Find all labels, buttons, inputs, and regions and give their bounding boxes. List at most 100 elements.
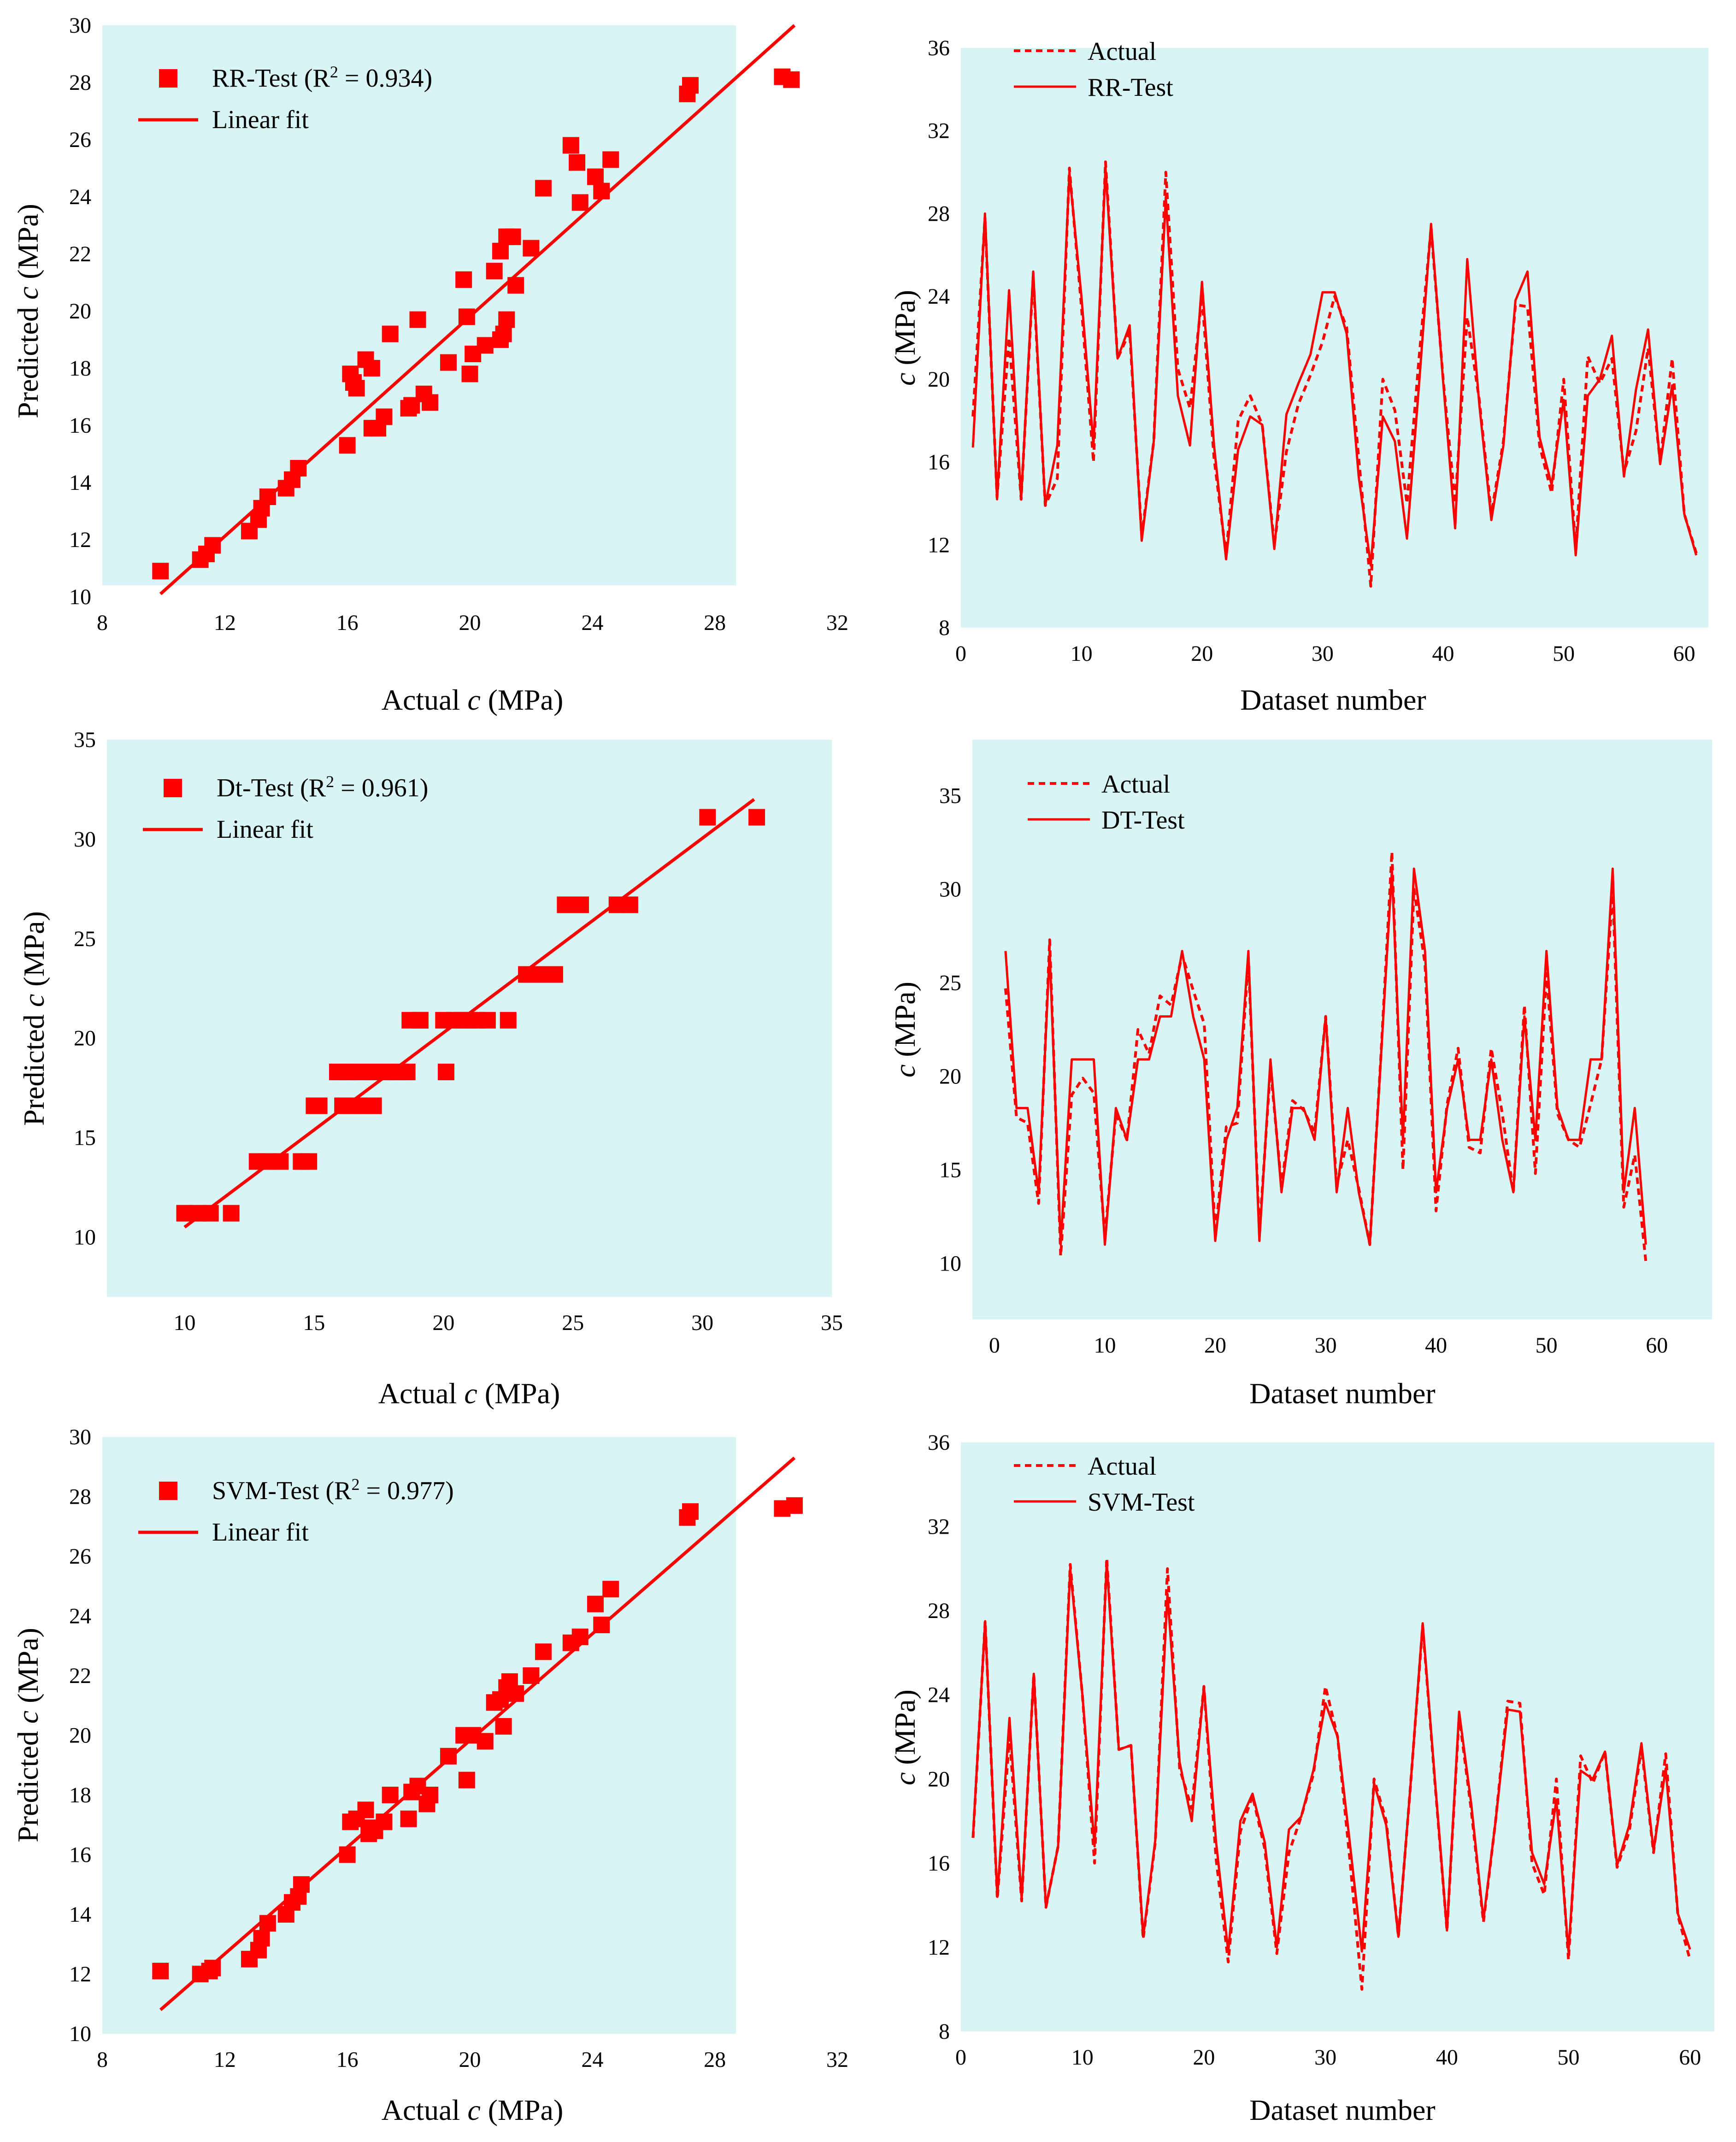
svm-line-xtick-label: 0 (955, 2045, 966, 2070)
rr-scatter-point (587, 168, 604, 185)
dt-scatter-xtick-label: 30 (691, 1311, 713, 1335)
dt-scatter-y-axis-title: Predicted c (MPa) (18, 911, 50, 1126)
rr-scatter-xtick-label: 8 (97, 611, 108, 635)
svm-scatter-xtick-label: 24 (581, 2048, 603, 2072)
svm-scatter-chart: 8 12 16 20 24 28 32 10 12 14 16 18 20 22 24 26 28 30 Actua… (12, 1425, 848, 2126)
rr-line-plot-area (961, 48, 1708, 628)
svm-line-ytick-label: 32 (928, 1515, 950, 1539)
rr-scatter-chart: 8 12 16 20 24 28 32 10 12 14 16 18 20 22 24 26 28 30 Actua… (12, 13, 848, 716)
rr-line-xtick-label: 60 (1673, 641, 1695, 666)
dt-line-legend-label: Actual (1101, 770, 1170, 799)
dt-line-x-axis-title: Dataset number (1249, 1377, 1435, 1410)
rr-scatter-point (602, 151, 619, 168)
svm-line-series-svm-test (971, 1561, 1691, 1953)
rr-scatter-ytick-label: 10 (69, 585, 91, 609)
rr-line-xtick-label: 10 (1071, 641, 1093, 666)
svm-line-chart: 0 10 20 30 40 50 60 8 12 16 20 24 28 32 36 Dataset numb… (889, 1430, 1714, 2126)
rr-line-legend-label: RR-Test (1088, 73, 1173, 102)
svm-scatter-point (495, 1718, 512, 1735)
svm-scatter-point (152, 1963, 169, 1980)
dt-line-chart: 0 10 20 30 40 50 60 10 15 20 25 30 35 Dataset number c… (889, 740, 1712, 1410)
svm-scatter-point (571, 1628, 588, 1645)
svm-line-xtick-label: 30 (1314, 2045, 1336, 2070)
rr-scatter-point (495, 325, 512, 342)
rr-scatter-ytick-label: 28 (69, 71, 91, 95)
rr-scatter-ytick-label: 18 (69, 356, 91, 381)
svm-scatter-point (259, 1915, 276, 1932)
dt-scatter-point (748, 809, 765, 826)
dt-scatter-ytick-label: 15 (74, 1126, 96, 1150)
svm-scatter-plot-area (102, 1437, 736, 2034)
rr-scatter-ytick-label: 20 (69, 299, 91, 324)
rr-scatter-point (783, 71, 800, 88)
dt-scatter-point (437, 1064, 454, 1081)
rr-scatter-ytick-label: 26 (69, 128, 91, 152)
svm-scatter-point (293, 1876, 310, 1893)
rr-scatter-ytick-label: 14 (69, 471, 91, 495)
svm-scatter-ytick-label: 22 (69, 1664, 91, 1688)
svm-scatter-point (477, 1733, 494, 1750)
rr-scatter-point (348, 380, 365, 397)
rr-line-legend-label: Actual (1088, 37, 1156, 66)
dt-scatter-point (531, 966, 548, 983)
rr-scatter-xtick-label: 20 (459, 611, 481, 635)
dt-scatter-point (412, 1012, 429, 1029)
svm-scatter-point (602, 1581, 619, 1598)
svm-scatter-ytick-label: 26 (69, 1544, 91, 1569)
svm-line-ytick-label: 12 (928, 1935, 950, 1960)
rr-scatter-point (455, 271, 472, 288)
svm-scatter-y-axis-title: Predicted c (MPa) (12, 1628, 44, 1842)
rr-scatter-x-axis-title: Actual c (MPa) (382, 683, 564, 716)
svm-line-ytick-label: 16 (928, 1851, 950, 1876)
dt-scatter-xtick-label: 25 (562, 1311, 584, 1335)
svm-scatter-xtick-label: 12 (214, 2048, 236, 2072)
rr-scatter-point (376, 408, 393, 425)
rr-scatter-point (477, 337, 494, 354)
dt-scatter-point (349, 1064, 366, 1081)
rr-scatter-ytick-label: 12 (69, 528, 91, 552)
rr-scatter-point (498, 311, 515, 328)
svm-line-y-axis-title: c (MPa) (889, 1689, 921, 1785)
dt-line-ytick-label: 35 (939, 784, 961, 808)
rr-scatter-xtick-label: 24 (581, 611, 603, 635)
rr-line-xtick-label: 0 (955, 641, 966, 666)
rr-scatter-point (562, 137, 579, 154)
svm-scatter-legend-marker (159, 1482, 177, 1500)
dt-scatter-point (365, 1097, 382, 1114)
rr-scatter-point (204, 537, 221, 554)
dt-scatter-point (546, 966, 563, 983)
dt-scatter-point (572, 896, 589, 913)
svm-scatter-point (376, 1813, 393, 1830)
rr-scatter-ytick-label: 30 (69, 13, 91, 38)
dt-scatter-point (500, 1012, 517, 1029)
rr-scatter-ytick-label: 24 (69, 185, 91, 209)
svm-scatter-point (400, 1810, 417, 1827)
rr-line-ytick-label: 20 (928, 367, 950, 392)
svm-line-ytick-label: 36 (928, 1430, 950, 1455)
dt-line-xtick-label: 0 (989, 1333, 1000, 1358)
rr-line-ytick-label: 32 (928, 119, 950, 143)
svm-scatter-ytick-label: 18 (69, 1783, 91, 1807)
rr-scatter-plot-area (102, 25, 736, 585)
svm-scatter-xtick-label: 32 (826, 2048, 848, 2072)
svm-scatter-xtick-label: 16 (336, 2048, 359, 2072)
rr-scatter-legend-line-label: Linear fit (212, 106, 309, 134)
rr-scatter-point (569, 154, 586, 171)
dt-scatter-point (479, 1012, 496, 1029)
svm-line-ytick-label: 24 (928, 1683, 950, 1707)
svm-scatter-ytick-label: 12 (69, 1962, 91, 1987)
svm-line-ytick-label: 20 (928, 1767, 950, 1791)
dt-line-series-dt-test (1004, 867, 1647, 1246)
svm-line-ytick-label: 28 (928, 1599, 950, 1623)
dt-scatter-point (202, 1205, 219, 1222)
rr-line-ytick-label: 16 (928, 450, 950, 475)
rr-scatter-xtick-label: 32 (826, 611, 848, 635)
rr-scatter-point (523, 240, 540, 257)
dt-line-y-axis-title: c (MPa) (889, 982, 921, 1077)
dt-scatter-ytick-label: 20 (74, 1026, 96, 1051)
rr-line-series-rr-test (971, 167, 1698, 567)
rr-scatter-point (409, 311, 426, 328)
rr-scatter-point (504, 228, 521, 245)
svm-scatter-xtick-label: 20 (459, 2048, 481, 2072)
svm-scatter-point (253, 1930, 270, 1947)
